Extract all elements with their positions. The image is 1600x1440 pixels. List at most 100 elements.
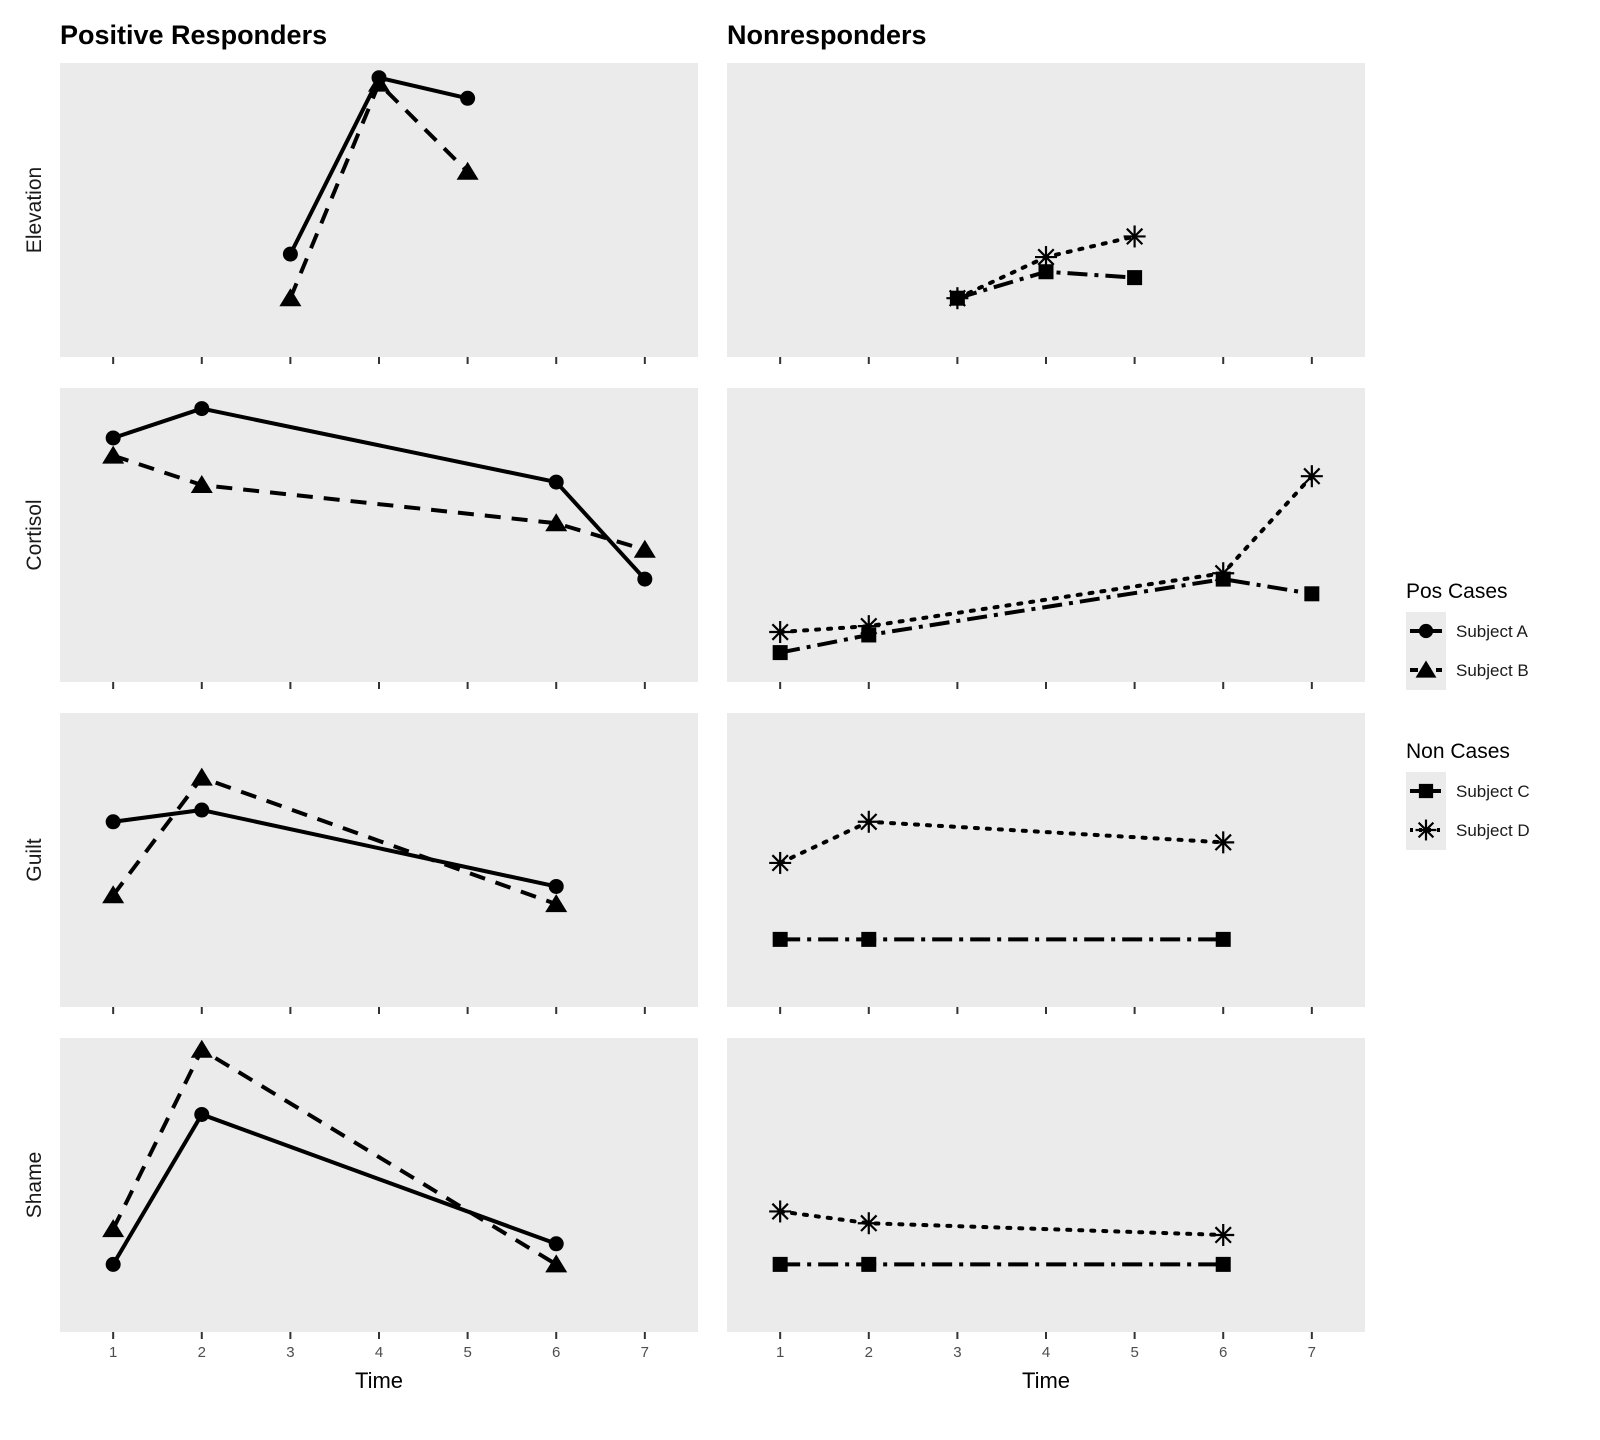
panel-background [727,388,1365,682]
asterisk-stroke [1303,467,1321,485]
x-tick-label: 6 [552,1344,560,1361]
point-subject-d-asterisk [1300,465,1323,488]
panel-background [727,1038,1365,1332]
legend-key-marker-circle [1418,623,1434,639]
point-subject-b-triangle [456,161,479,180]
legend-label-subject-c: Subject C [1456,782,1530,801]
point-subject-a-circle [637,571,653,587]
asterisk-stroke [1214,564,1232,582]
point-subject-b-triangle [633,539,656,558]
point-subject-d-asterisk [1212,1223,1235,1246]
row-label-guilt: Guilt [23,838,46,881]
x-tick-label: 2 [865,1344,873,1361]
point-subject-a-circle [548,1236,564,1252]
series-line-subject-d [778,474,1314,635]
column-title-nonresponders: Nonresponders [727,20,927,50]
point-subject-d-asterisk [769,621,792,644]
point-subject-c-square [772,931,788,947]
point-subject-a-circle [194,401,210,417]
row-label-cortisol: Cortisol [23,499,46,570]
point-subject-a-circle [282,246,298,262]
row-label-elevation: Elevation [23,167,46,253]
x-tick-label: 4 [1042,1344,1050,1361]
point-subject-c-square [772,645,788,661]
x-tick-label: 3 [953,1344,961,1361]
x-tick-label: 2 [198,1344,206,1361]
point-subject-d-asterisk [857,615,880,638]
asterisk-stroke [948,289,966,307]
panel-elevation-nonresponders [727,63,1365,364]
point-subject-b-triangle [102,445,125,464]
series-line-subject-c [779,577,1313,655]
point-subject-b-triangle [545,513,568,532]
panel-guilt-nonresponders [727,713,1365,1014]
point-subject-c-square [1215,1256,1231,1272]
x-axis-title: Time [1022,1368,1070,1393]
point-subject-d-asterisk [1035,246,1057,269]
asterisk-stroke [1126,227,1144,246]
panel-elevation-positive-responders [60,63,698,364]
point-subject-b-triangle [545,1254,568,1273]
series-line-subject-d [778,1209,1226,1237]
point-subject-a-circle [548,474,564,490]
legend-title: Pos Cases [1406,580,1508,603]
point-subject-b-triangle [279,288,302,307]
panel-background [60,1038,698,1332]
panel-cortisol-positive-responders [60,388,698,689]
point-subject-d-asterisk [857,1212,880,1235]
point-subject-c-square [772,1256,788,1272]
legend-label-subject-b: Subject B [1456,661,1529,680]
point-subject-d-asterisk [946,287,969,310]
panel-background [727,713,1365,1007]
x-tick-label: 3 [286,1344,294,1361]
point-subject-b-triangle [102,1219,125,1238]
point-subject-b-triangle [190,767,213,786]
point-subject-b-triangle [368,73,390,92]
x-tick-label: 5 [1130,1344,1138,1361]
panel-cortisol-nonresponders [727,388,1365,689]
point-subject-d-asterisk [857,810,880,833]
point-subject-a-circle [460,90,476,106]
asterisk-stroke [771,1202,789,1221]
point-subject-d-asterisk [769,1200,792,1223]
point-subject-a-circle [105,1256,121,1272]
x-tick-label: 6 [1219,1344,1227,1361]
point-subject-b-triangle [190,1039,213,1058]
panel-background [727,63,1365,357]
x-axis-title: Time [355,1368,403,1393]
point-subject-d-asterisk [1212,831,1235,854]
panel-guilt-positive-responders [60,713,698,1014]
point-subject-d-asterisk [1123,225,1146,248]
point-subject-a-circle [194,1106,210,1122]
asterisk-stroke [1037,248,1055,266]
panel-shame-positive-responders [60,1038,698,1339]
legend-non-cases [1406,772,1446,850]
point-subject-c-square [1215,931,1231,947]
point-subject-c-square [1304,586,1320,602]
asterisk-stroke [1214,1226,1232,1244]
legend-key-background [1406,612,1446,690]
point-subject-b-triangle [102,885,125,904]
panel-background [60,713,698,1007]
asterisk-stroke [1214,833,1232,851]
legend-label-subject-a: Subject A [1456,622,1528,641]
series-line-subject-b [112,453,646,552]
point-subject-a-circle [548,878,564,894]
asterisk-stroke [860,1214,878,1232]
row-label-shame: Shame [23,1152,46,1219]
panel-shame-nonresponders [727,1038,1365,1339]
legend-title: Non Cases [1406,740,1510,763]
point-subject-d-asterisk [769,851,792,874]
legend-key-marker-square [1418,783,1434,799]
asterisk-stroke [771,854,789,872]
asterisk-stroke [860,813,878,831]
legend-key-marker-triangle [1415,660,1437,678]
point-subject-d-asterisk [1212,562,1235,585]
x-tick-label: 1 [109,1344,117,1361]
point-subject-a-circle [194,802,210,818]
point-subject-b-triangle [545,894,568,913]
panel-background [60,63,698,357]
asterisk-stroke [1417,821,1435,839]
